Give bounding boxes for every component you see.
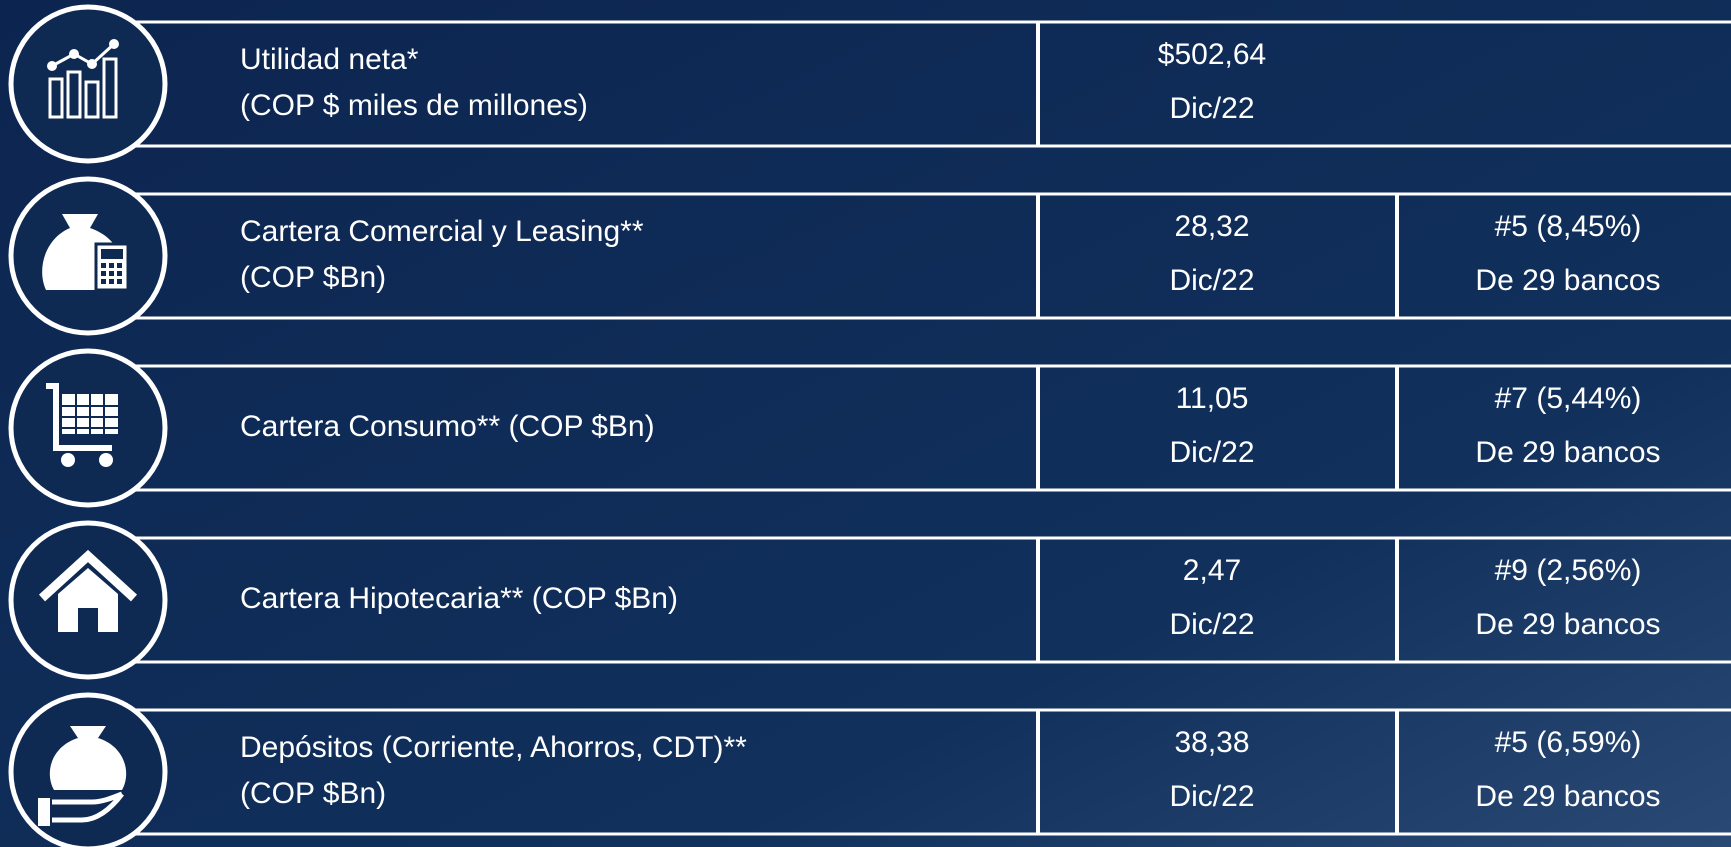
icon-part [69, 49, 79, 59]
row-label: Cartera Comercial y Leasing** [240, 215, 644, 248]
row-date: Dic/22 [1169, 436, 1254, 469]
icon-part [47, 61, 57, 71]
icon-part [51, 42, 116, 68]
row-value: 28,32 [1174, 210, 1249, 243]
row-rank: #7 (5,44%) [1495, 382, 1642, 415]
icon-part [38, 798, 50, 826]
row-value: 2,47 [1183, 554, 1241, 587]
row-rank-note: De 29 bancos [1475, 608, 1660, 641]
row: Depósitos (Corriente, Ahorros, CDT)** (CO… [8, 692, 1731, 847]
row-rank: #5 (6,59%) [1495, 726, 1642, 759]
row: Utilidad neta* (COP $ miles de millones) $… [8, 4, 1731, 164]
row-rank: #5 (8,45%) [1495, 210, 1642, 243]
icon-part [101, 263, 106, 268]
row-value: 38,38 [1174, 726, 1249, 759]
row-label: (COP $ miles de millones) [240, 89, 588, 122]
icon-part [109, 279, 114, 284]
icon-part [101, 279, 106, 284]
icon-part [46, 383, 112, 451]
row-value: $502,64 [1158, 38, 1266, 71]
row: Cartera Comercial y Leasing** (COP $Bn) 28… [8, 176, 1731, 336]
icon-part [58, 568, 118, 632]
icon-part [109, 263, 114, 268]
row-label: Utilidad neta* [240, 43, 419, 76]
icon-part [52, 791, 124, 823]
icon-part [109, 271, 114, 276]
row-date: Dic/22 [1169, 92, 1254, 125]
row-value: 11,05 [1176, 382, 1249, 415]
row-label: Depósitos (Corriente, Ahorros, CDT)** [240, 731, 747, 764]
icon-part [117, 271, 122, 276]
row-label: (COP $Bn) [240, 261, 386, 294]
row-date: Dic/22 [1169, 264, 1254, 297]
icon-part [38, 549, 138, 602]
icon-part [49, 726, 127, 790]
icon-circle [8, 4, 168, 164]
icon-part [117, 279, 122, 284]
icon-part [61, 453, 75, 467]
icon-part [117, 263, 122, 268]
row-label: Cartera Consumo** (COP $Bn) [240, 410, 655, 443]
row: Cartera Hipotecaria** (COP $Bn) 2,47 Dic/2… [8, 520, 1731, 680]
row-rank: #9 (2,56%) [1495, 554, 1642, 587]
row-rank-note: De 29 bancos [1475, 436, 1660, 469]
row-date: Dic/22 [1169, 780, 1254, 813]
icon-part [99, 453, 113, 467]
row-date: Dic/22 [1169, 608, 1254, 641]
row: Cartera Consumo** (COP $Bn) 11,05 Dic/22 #7… [8, 348, 1731, 508]
icon-part [101, 271, 106, 276]
icon-part [84, 80, 100, 119]
icon-part [102, 57, 118, 119]
row-label: (COP $Bn) [240, 777, 386, 810]
icon-part [66, 70, 82, 119]
icon-part [48, 77, 64, 119]
icon-part [101, 249, 123, 259]
icon-part [109, 39, 119, 49]
row-label: Cartera Hipotecaria** (COP $Bn) [240, 582, 678, 615]
row-rank-note: De 29 bancos [1475, 264, 1660, 297]
icon-part [87, 59, 97, 69]
row-rank-note: De 29 bancos [1475, 780, 1660, 813]
rows: Utilidad neta* (COP $ miles de millones) $… [8, 4, 1731, 847]
